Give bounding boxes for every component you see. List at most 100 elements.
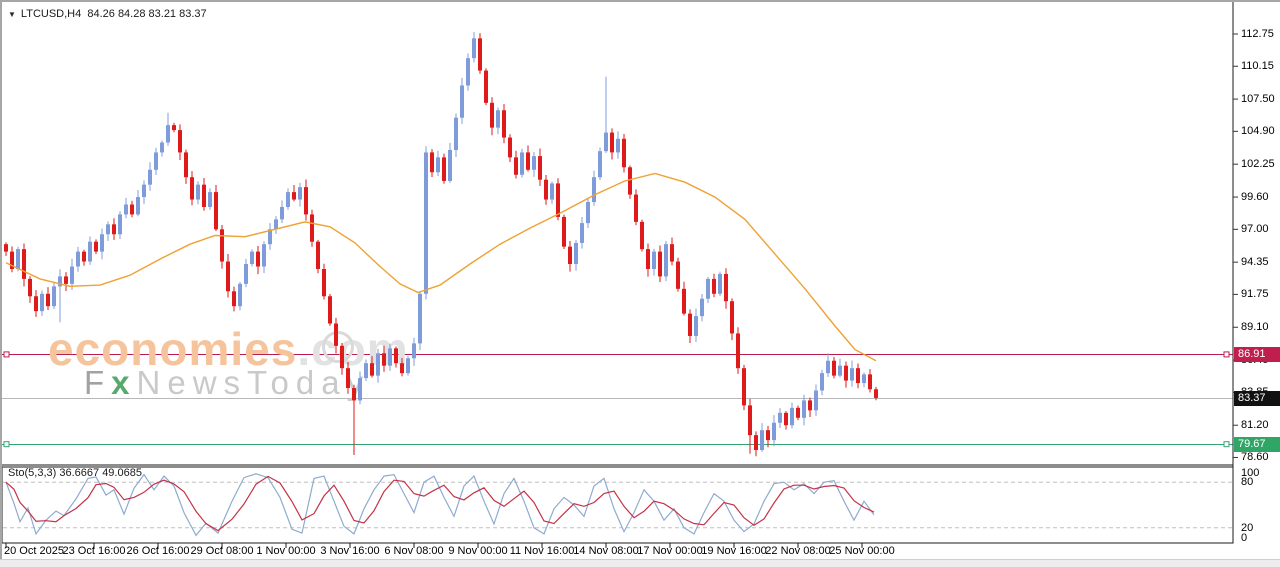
candle-down [232,291,236,307]
window-bottom-strip [0,559,1280,567]
candle-up [664,244,668,277]
candle-up [706,278,710,299]
candle-up [592,177,596,203]
candle-down [226,261,230,292]
watermark-rest: NewsToday [136,364,371,401]
candle-down [796,407,800,418]
candle-up [790,407,794,426]
line-handle[interactable] [3,441,10,448]
candle-down [736,333,740,369]
window-top-border [0,0,1280,2]
candle-up [16,249,20,269]
candle-down [340,345,344,369]
candle-up [772,422,776,441]
candle-up [58,276,62,287]
candle-up [814,390,818,411]
time-tick-label: 25 Nov 00:00 [829,545,895,557]
candle-down [184,152,188,178]
candle-down [502,110,506,138]
candle-down [670,244,674,262]
candle-up [388,348,392,366]
candle-down [214,192,218,230]
candle-up [448,149,452,181]
resistance-price-badge: 86.91 [1234,346,1280,362]
moving-average-line [5,172,877,362]
price-tick-label: 81.20 [1241,419,1269,432]
candle-up [760,430,764,451]
candle-up [268,229,272,245]
time-tick-label: 11 Nov 16:00 [509,545,575,557]
current-price-line[interactable] [2,397,1233,399]
candle-up [574,242,578,265]
candle-down [610,132,614,153]
candle-down [322,268,326,297]
candle-up [700,298,704,317]
watermark-x: x [111,364,137,401]
candle-down [646,249,650,269]
candle-up [142,184,146,198]
symbol-dropdown-icon[interactable]: ▼ [8,10,16,19]
indicator-values: 36.6667 49.0685 [59,467,142,479]
candle-down [442,157,446,181]
candle-down [808,400,812,411]
candle-up [598,151,602,178]
candle-down [28,278,32,297]
candle-up [412,343,416,359]
candle-up [820,373,824,391]
candle-up [472,38,476,59]
candle-up [376,353,380,376]
time-tick-label: 22 Nov 08:00 [765,545,831,557]
candle-down [430,152,434,173]
candle-down [346,368,350,389]
candle-down [316,241,320,269]
candle-down [202,184,206,207]
candle-up [358,378,362,401]
candle-down [544,179,548,200]
candle-down [688,313,692,336]
candle-up [406,358,410,374]
candle-down [382,353,386,366]
line-handle[interactable] [1223,351,1230,358]
indicator-name: Sto(5,3,3) [8,467,57,479]
time-tick-label: 6 Nov 08:00 [384,545,444,557]
support-price-badge: 79.67 [1234,436,1280,452]
indicator-label: Sto(5,3,3) 36.6667 49.0685 [8,467,142,479]
candle-up [802,400,806,418]
candle-down [658,251,662,277]
candle-up [862,374,866,384]
candle-up [436,157,440,173]
candle-down [748,405,752,436]
candle-up [652,251,656,269]
line-handle[interactable] [1223,441,1230,448]
candle-up [196,184,200,200]
candle-up [208,192,212,207]
candle-up [52,286,56,307]
candle-down [190,177,194,200]
candle-down [832,360,836,376]
candle-down [742,368,746,406]
candle-down [628,167,632,195]
candle-up [520,152,524,175]
candle-up [364,363,368,379]
price-tick-label: 94.35 [1241,256,1269,269]
candle-down [556,183,560,217]
stochastic-k-line [5,473,875,537]
support-line[interactable] [2,443,1233,445]
candle-down [484,70,488,103]
candle-up [118,214,122,235]
candle-down [622,138,626,168]
candle-up [460,85,464,118]
line-handle[interactable] [3,351,10,358]
candle-up [154,152,158,170]
candle-up [580,223,584,243]
candle-up [280,206,284,220]
candle-down [334,323,338,346]
candle-down [172,125,176,131]
candle-down [352,388,356,401]
resistance-line[interactable] [2,353,1233,355]
candle-up [238,283,242,307]
candle-down [784,412,788,426]
watermark-brand-text: economies [48,323,298,375]
